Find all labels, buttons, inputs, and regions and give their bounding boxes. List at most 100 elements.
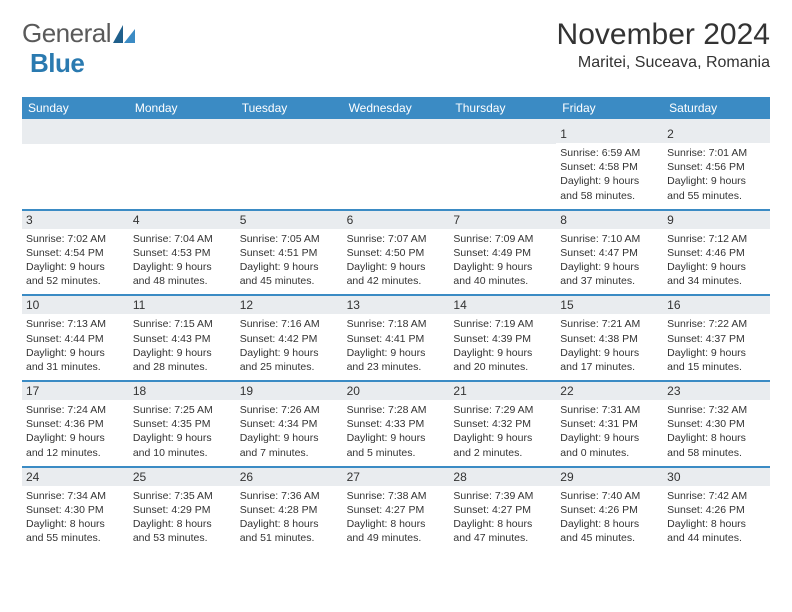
sunrise-text: Sunrise: 7:13 AM — [26, 317, 125, 331]
daylight-text: Daylight: 9 hours and 17 minutes. — [560, 346, 659, 374]
day-cell — [22, 125, 129, 209]
day-number: 19 — [236, 382, 343, 400]
day-cell — [129, 125, 236, 209]
sail-icon — [113, 25, 135, 43]
sunrise-text: Sunrise: 7:36 AM — [240, 489, 339, 503]
day-detail: Sunrise: 7:16 AMSunset: 4:42 PMDaylight:… — [240, 317, 339, 374]
sunrise-text: Sunrise: 7:02 AM — [26, 232, 125, 246]
sunrise-text: Sunrise: 7:16 AM — [240, 317, 339, 331]
day-detail: Sunrise: 7:10 AMSunset: 4:47 PMDaylight:… — [560, 232, 659, 289]
day-detail: Sunrise: 7:24 AMSunset: 4:36 PMDaylight:… — [26, 403, 125, 460]
day-detail: Sunrise: 7:28 AMSunset: 4:33 PMDaylight:… — [347, 403, 446, 460]
day-cell: 7Sunrise: 7:09 AMSunset: 4:49 PMDaylight… — [449, 211, 556, 295]
day-detail: Sunrise: 7:38 AMSunset: 4:27 PMDaylight:… — [347, 489, 446, 546]
sunset-text: Sunset: 4:47 PM — [560, 246, 659, 260]
sunrise-text: Sunrise: 7:04 AM — [133, 232, 232, 246]
day-cell: 26Sunrise: 7:36 AMSunset: 4:28 PMDayligh… — [236, 468, 343, 552]
sunrise-text: Sunrise: 7:26 AM — [240, 403, 339, 417]
day-number: 23 — [663, 382, 770, 400]
day-cell: 21Sunrise: 7:29 AMSunset: 4:32 PMDayligh… — [449, 382, 556, 466]
day-cell: 14Sunrise: 7:19 AMSunset: 4:39 PMDayligh… — [449, 296, 556, 380]
day-cell: 24 Sunrise: 7:34 AMSunset: 4:30 PMDayligh… — [22, 468, 129, 552]
daylight-text: Daylight: 9 hours and 48 minutes. — [133, 260, 232, 288]
daylight-text: Daylight: 9 hours and 40 minutes. — [453, 260, 552, 288]
day-number: 12 — [236, 296, 343, 314]
calendar-page: General November 2024 Maritei, Suceava, … — [0, 0, 792, 561]
day-detail: Sunrise: 7:22 AMSunset: 4:37 PMDaylight:… — [667, 317, 766, 374]
day-cell: 20Sunrise: 7:28 AMSunset: 4:33 PMDayligh… — [343, 382, 450, 466]
sunrise-text: Sunrise: 7:22 AM — [667, 317, 766, 331]
day-cell — [449, 125, 556, 209]
sunset-text: Sunset: 4:51 PM — [240, 246, 339, 260]
week-row: 10 Sunrise: 7:13 AMSunset: 4:44 PMDayligh… — [22, 296, 770, 380]
sunrise-text: Sunrise: 7:25 AM — [133, 403, 232, 417]
day-number: 16 — [663, 296, 770, 314]
sunrise-text: Sunrise: 7:39 AM — [453, 489, 552, 503]
day-detail: Sunrise: 7:36 AMSunset: 4:28 PMDaylight:… — [240, 489, 339, 546]
daylight-text: Daylight: 9 hours and 15 minutes. — [667, 346, 766, 374]
day-detail: Sunrise: 7:42 AMSunset: 4:26 PMDaylight:… — [667, 489, 766, 546]
sunrise-text: Sunrise: 6:59 AM — [560, 146, 659, 160]
daylight-text: Daylight: 9 hours and 28 minutes. — [133, 346, 232, 374]
day-number: 8 — [556, 211, 663, 229]
sunset-text: Sunset: 4:39 PM — [453, 332, 552, 346]
day-detail: Sunrise: 7:09 AMSunset: 4:49 PMDaylight:… — [453, 232, 552, 289]
sunrise-text: Sunrise: 7:21 AM — [560, 317, 659, 331]
sunset-text: Sunset: 4:43 PM — [133, 332, 232, 346]
brand-part1: General — [22, 18, 111, 49]
sunrise-text: Sunrise: 7:12 AM — [667, 232, 766, 246]
daylight-text: Daylight: 8 hours and 49 minutes. — [347, 517, 446, 545]
day-detail: Sunrise: 7:02 AMSunset: 4:54 PMDaylight:… — [26, 232, 125, 289]
daylight-text: Daylight: 8 hours and 44 minutes. — [667, 517, 766, 545]
sunrise-text: Sunrise: 7:05 AM — [240, 232, 339, 246]
day-cell: 8 Sunrise: 7:10 AMSunset: 4:47 PMDaylight… — [556, 211, 663, 295]
sunrise-text: Sunrise: 7:40 AM — [560, 489, 659, 503]
empty-day — [236, 125, 343, 144]
day-number: 18 — [129, 382, 236, 400]
day-number: 24 — [22, 468, 129, 486]
day-cell: 25Sunrise: 7:35 AMSunset: 4:29 PMDayligh… — [129, 468, 236, 552]
day-detail: Sunrise: 7:04 AMSunset: 4:53 PMDaylight:… — [133, 232, 232, 289]
day-detail: Sunrise: 7:13 AMSunset: 4:44 PMDaylight:… — [26, 317, 125, 374]
day-cell: 11Sunrise: 7:15 AMSunset: 4:43 PMDayligh… — [129, 296, 236, 380]
daylight-text: Daylight: 9 hours and 23 minutes. — [347, 346, 446, 374]
week-row: 17Sunrise: 7:24 AMSunset: 4:36 PMDayligh… — [22, 382, 770, 466]
day-detail: Sunrise: 7:05 AMSunset: 4:51 PMDaylight:… — [240, 232, 339, 289]
sunrise-text: Sunrise: 7:10 AM — [560, 232, 659, 246]
daylight-text: Daylight: 9 hours and 37 minutes. — [560, 260, 659, 288]
sunset-text: Sunset: 4:58 PM — [560, 160, 659, 174]
sunset-text: Sunset: 4:33 PM — [347, 417, 446, 431]
weekday-header: SundayMondayTuesdayWednesdayThursdayFrid… — [22, 97, 770, 119]
day-number: 10 — [22, 296, 129, 314]
week-row: 24 Sunrise: 7:34 AMSunset: 4:30 PMDayligh… — [22, 468, 770, 552]
day-number: 28 — [449, 468, 556, 486]
day-number: 11 — [129, 296, 236, 314]
day-number: 27 — [343, 468, 450, 486]
day-detail: Sunrise: 7:18 AMSunset: 4:41 PMDaylight:… — [347, 317, 446, 374]
sunrise-text: Sunrise: 7:38 AM — [347, 489, 446, 503]
sunset-text: Sunset: 4:26 PM — [560, 503, 659, 517]
daylight-text: Daylight: 8 hours and 47 minutes. — [453, 517, 552, 545]
daylight-text: Daylight: 8 hours and 55 minutes. — [26, 517, 125, 545]
sunrise-text: Sunrise: 7:09 AM — [453, 232, 552, 246]
sunset-text: Sunset: 4:53 PM — [133, 246, 232, 260]
weekday-label: Monday — [129, 97, 236, 119]
weekday-label: Thursday — [449, 97, 556, 119]
day-cell: 28Sunrise: 7:39 AMSunset: 4:27 PMDayligh… — [449, 468, 556, 552]
location-text: Maritei, Suceava, Romania — [557, 54, 770, 72]
day-cell — [343, 125, 450, 209]
sunrise-text: Sunrise: 7:32 AM — [667, 403, 766, 417]
sunrise-text: Sunrise: 7:42 AM — [667, 489, 766, 503]
day-cell: 29Sunrise: 7:40 AMSunset: 4:26 PMDayligh… — [556, 468, 663, 552]
day-detail: Sunrise: 7:32 AMSunset: 4:30 PMDaylight:… — [667, 403, 766, 460]
sunset-text: Sunset: 4:31 PM — [560, 417, 659, 431]
sunset-text: Sunset: 4:35 PM — [133, 417, 232, 431]
daylight-text: Daylight: 9 hours and 25 minutes. — [240, 346, 339, 374]
day-detail: Sunrise: 7:34 AMSunset: 4:30 PMDaylight:… — [26, 489, 125, 546]
day-number: 5 — [236, 211, 343, 229]
day-detail: Sunrise: 7:40 AMSunset: 4:26 PMDaylight:… — [560, 489, 659, 546]
week-row: 1Sunrise: 6:59 AMSunset: 4:58 PMDaylight… — [22, 125, 770, 209]
sunset-text: Sunset: 4:37 PM — [667, 332, 766, 346]
day-number: 30 — [663, 468, 770, 486]
daylight-text: Daylight: 9 hours and 20 minutes. — [453, 346, 552, 374]
